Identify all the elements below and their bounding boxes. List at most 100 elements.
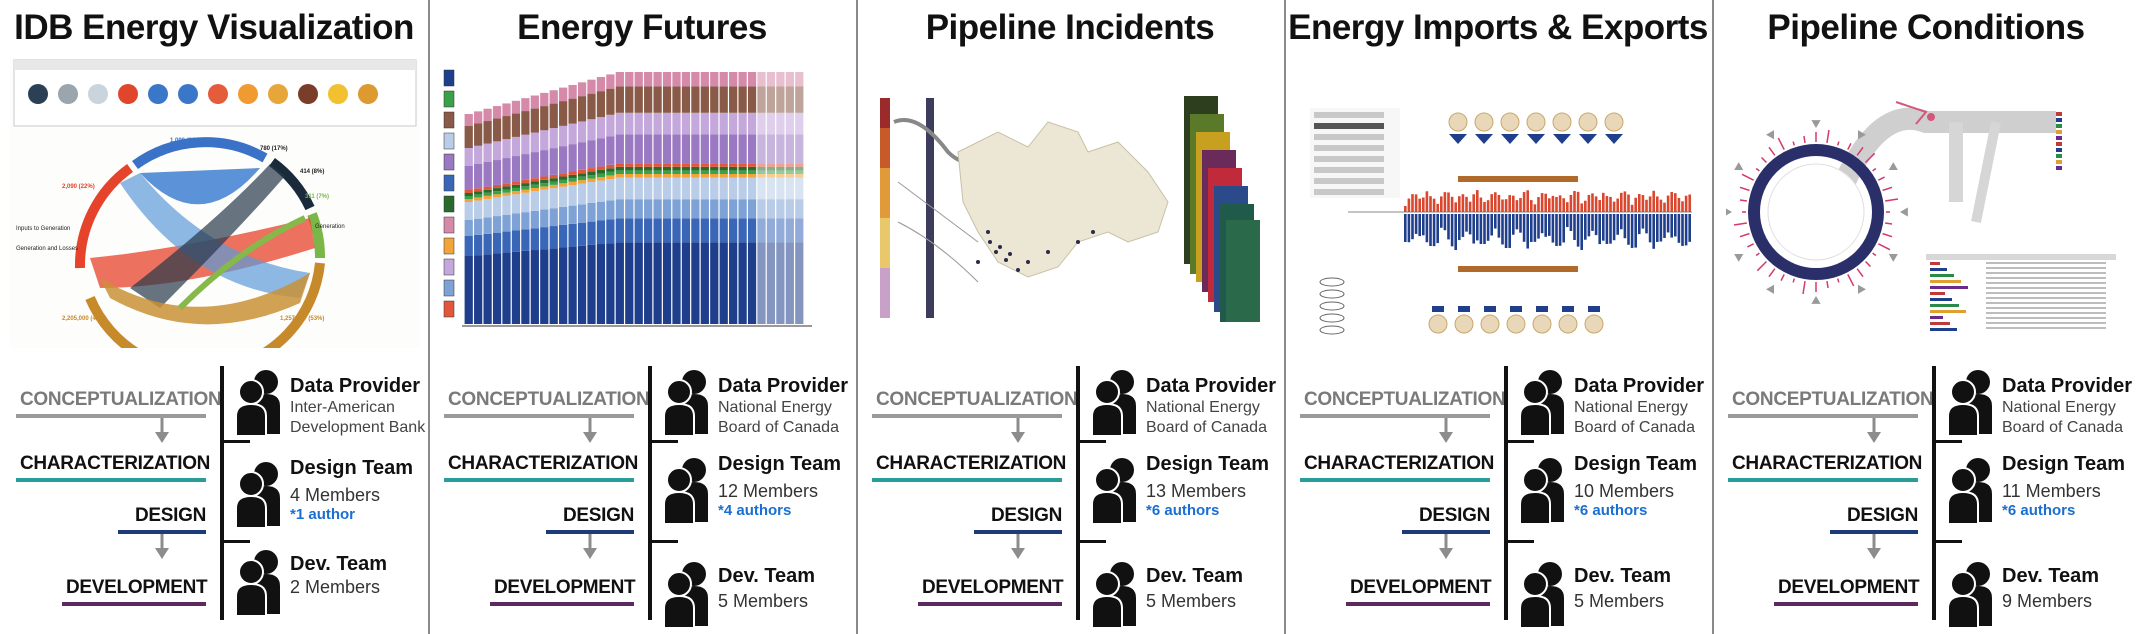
design-team-authors: *4 authors xyxy=(718,502,792,519)
data-provider-name-line1: National Energy xyxy=(1146,399,1260,416)
dev-team-role: Dev. Team xyxy=(718,565,816,587)
stage-conceptualization: CONCEPTUALIZATION xyxy=(20,389,222,410)
design-team-members: 11 Members xyxy=(2002,481,2101,501)
design-team-authors: *6 authors xyxy=(2002,502,2076,519)
thumbnail-idb-chord-diagram: 1,090 (39%) 780 (17%) 2,090 (22%) 414 (8… xyxy=(10,58,420,348)
team-divider xyxy=(220,440,250,443)
down-arrow-icon xyxy=(154,418,170,444)
people-icon xyxy=(1518,368,1566,437)
dev-team-members: 2 Members xyxy=(290,577,381,597)
down-arrow-icon xyxy=(1866,418,1882,444)
data-provider-name-line1: National Energy xyxy=(2002,399,2116,416)
down-arrow-icon xyxy=(1010,534,1026,560)
stage-underline-development xyxy=(1774,602,1918,606)
people-icon xyxy=(234,548,282,617)
team-divider xyxy=(1932,440,1962,443)
team-divider xyxy=(1504,540,1534,543)
stage-underline-design xyxy=(1830,530,1918,534)
svg-text:414 (8%): 414 (8%) xyxy=(300,169,324,175)
design-team-members: 12 Members xyxy=(718,481,819,501)
panel-energy-futures: Energy Futures xyxy=(428,0,856,634)
stage-design: DESIGN xyxy=(1846,505,1918,526)
stage-development: DEVELOPMENT xyxy=(66,577,208,598)
stage-underline-development xyxy=(1346,602,1490,606)
design-team-role: Design Team xyxy=(1574,453,1697,475)
panel-divider xyxy=(1712,0,1714,634)
stage-underline-development xyxy=(62,602,206,606)
data-provider-name-line2: Board of Canada xyxy=(1146,419,1267,436)
stage-characterization: CHARACTERIZATION xyxy=(1732,453,1923,474)
dev-team-members: 5 Members xyxy=(1574,591,1665,611)
stage-design: DESIGN xyxy=(990,505,1062,526)
stage-underline-development xyxy=(918,602,1062,606)
svg-text:780 (17%): 780 (17%) xyxy=(260,146,288,152)
stage-underline-conceptualization xyxy=(444,414,634,418)
panel-title: IDB Energy Visualization xyxy=(14,8,414,47)
panel-title: Energy Imports & Exports xyxy=(1288,8,1708,47)
stage-characterization: CHARACTERIZATION xyxy=(876,453,1067,474)
thumbnail-imports-exports-timeline xyxy=(1308,62,1694,348)
svg-text:1,257,887 (53%): 1,257,887 (53%) xyxy=(280,316,324,322)
stage-underline-conceptualization xyxy=(1300,414,1490,418)
team-divider xyxy=(1076,440,1106,443)
panel-pipeline-incidents: Pipeline Incidents xyxy=(856,0,1284,634)
team-divider xyxy=(1504,440,1534,443)
team-divider xyxy=(220,540,250,543)
down-arrow-icon xyxy=(1010,418,1026,444)
panel-divider xyxy=(1284,0,1286,634)
dev-team-role: Dev. Team xyxy=(1574,565,1672,587)
stage-conceptualization: CONCEPTUALIZATION xyxy=(1304,389,1506,410)
panel-energy-imports-exports: Energy Imports & Exports xyxy=(1284,0,1712,634)
dev-team-members: 9 Members xyxy=(2002,591,2093,611)
design-team-role: Design Team xyxy=(290,457,413,479)
design-team-authors: *6 authors xyxy=(1146,502,1220,519)
team-divider xyxy=(648,540,678,543)
stage-development: DEVELOPMENT xyxy=(494,577,636,598)
panel-title: Pipeline Incidents xyxy=(925,8,1215,47)
people-icon xyxy=(662,560,710,629)
thumbnail-pipeline-incidents-map xyxy=(878,92,1266,326)
design-team-members: 10 Members xyxy=(1574,481,1675,501)
people-icon xyxy=(1518,456,1566,525)
dev-team-role: Dev. Team xyxy=(1146,565,1244,587)
stage-underline-conceptualization xyxy=(872,414,1062,418)
data-provider-name-line1: Inter-American xyxy=(290,399,395,416)
stage-design: DESIGN xyxy=(562,505,634,526)
data-provider-name-line2: Board of Canada xyxy=(1574,419,1695,436)
design-team-authors: *6 authors xyxy=(1574,502,1648,519)
stage-underline-characterization xyxy=(16,478,206,482)
stage-underline-development xyxy=(490,602,634,606)
data-provider-role: Data Provider xyxy=(1574,375,1705,397)
stage-characterization: CHARACTERIZATION xyxy=(1304,453,1495,474)
stage-characterization: CHARACTERIZATION xyxy=(20,453,211,474)
svg-text:2,090 (22%): 2,090 (22%) xyxy=(62,184,95,190)
down-arrow-icon xyxy=(582,534,598,560)
stage-underline-design xyxy=(546,530,634,534)
people-icon xyxy=(1946,368,1994,437)
dev-team-members: 5 Members xyxy=(718,591,809,611)
data-provider-role: Data Provider xyxy=(1146,375,1277,397)
svg-text:1,090 (39%): 1,090 (39%) xyxy=(170,138,203,144)
stage-design: DESIGN xyxy=(134,505,206,526)
people-icon xyxy=(1090,368,1138,437)
stage-development: DEVELOPMENT xyxy=(1350,577,1492,598)
data-provider-name-line2: Development Bank xyxy=(290,419,426,436)
stage-underline-conceptualization xyxy=(16,414,206,418)
people-icon xyxy=(1090,560,1138,629)
svg-text:2,205,000 (45%): 2,205,000 (45%) xyxy=(62,316,106,322)
team-divider xyxy=(1932,540,1962,543)
panel-divider xyxy=(428,0,430,634)
svg-text:311 (7%): 311 (7%) xyxy=(305,194,329,200)
design-team-role: Design Team xyxy=(2002,453,2125,475)
process-team-separator xyxy=(220,366,224,620)
data-provider-role: Data Provider xyxy=(718,375,849,397)
dev-team-members: 5 Members xyxy=(1146,591,1237,611)
panel-title: Pipeline Conditions xyxy=(1767,8,2085,47)
stage-characterization: CHARACTERIZATION xyxy=(448,453,639,474)
stage-underline-design xyxy=(118,530,206,534)
stage-development: DEVELOPMENT xyxy=(1778,577,1920,598)
people-icon xyxy=(1946,560,1994,629)
people-icon xyxy=(234,460,282,529)
data-provider-role: Data Provider xyxy=(2002,375,2133,397)
